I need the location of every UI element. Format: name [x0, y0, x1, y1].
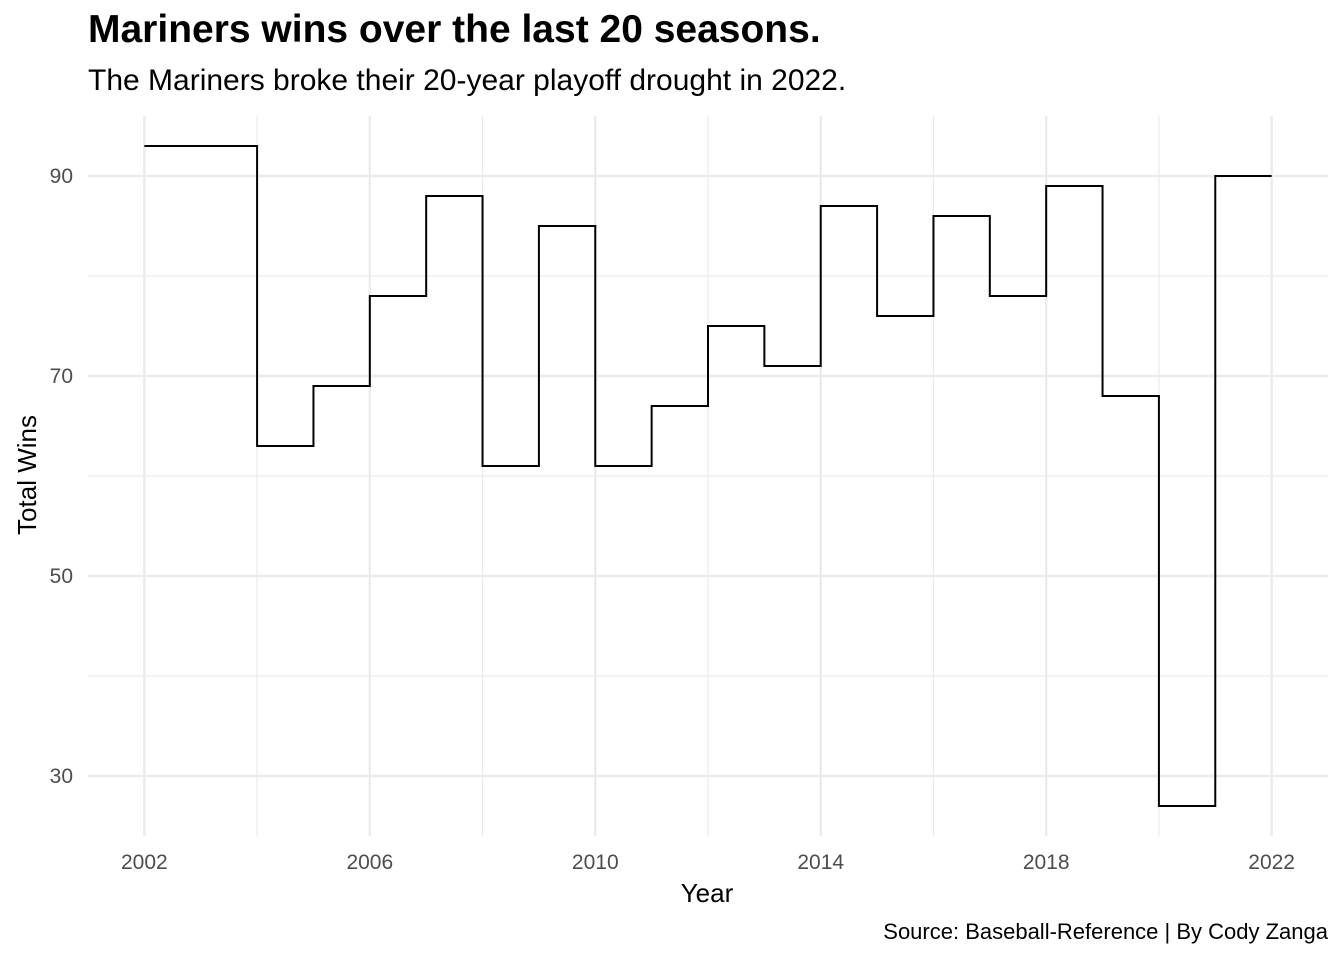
y-axis-title: Total Wins — [12, 415, 42, 535]
x-tick-label: 2002 — [121, 851, 168, 874]
x-axis-ticks: 2002 2006 2010 2014 2018 2022 — [121, 851, 1295, 874]
y-tick-label: 90 — [50, 165, 73, 188]
x-tick-label: 2022 — [1248, 851, 1295, 874]
x-tick-label: 2018 — [1023, 851, 1070, 874]
x-axis-title: Year — [681, 878, 734, 908]
minor-gridlines — [88, 116, 1328, 836]
x-tick-label: 2014 — [797, 851, 844, 874]
wins-step-line — [144, 145, 1272, 807]
source-caption: Source: Baseball-Reference | By Cody Zan… — [883, 919, 1328, 944]
chart-title: Mariners wins over the last 20 seasons. — [88, 8, 821, 51]
series-wins — [144, 145, 1272, 807]
y-tick-label: 30 — [50, 765, 73, 788]
x-tick-label: 2010 — [572, 851, 619, 874]
x-tick-label: 2006 — [346, 851, 393, 874]
y-tick-label: 70 — [50, 365, 73, 388]
y-axis-ticks: 30 50 70 90 — [50, 165, 73, 788]
y-tick-label: 50 — [50, 565, 73, 588]
chart-subtitle: The Mariners broke their 20-year playoff… — [88, 64, 847, 97]
